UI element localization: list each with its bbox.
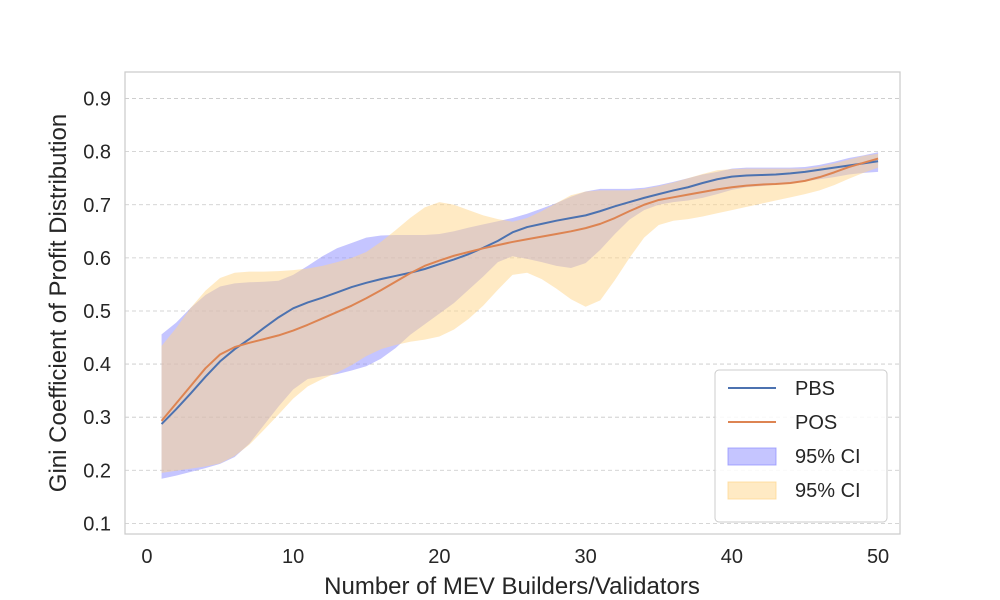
legend-label: POS bbox=[795, 412, 837, 434]
confidence-bands bbox=[161, 152, 879, 479]
y-tick-label: 0.6 bbox=[83, 248, 111, 270]
x-tick-label: 10 bbox=[282, 546, 304, 568]
plot-frame bbox=[124, 71, 901, 535]
x-tick-label: 0 bbox=[141, 546, 152, 568]
y-tick-label: 0.4 bbox=[83, 354, 111, 376]
legend-swatch-band bbox=[727, 481, 777, 500]
y-tick-label: 0.1 bbox=[83, 513, 111, 535]
legend-label: 95% CI bbox=[795, 480, 861, 502]
y-tick-label: 0.9 bbox=[83, 89, 111, 111]
x-axis-label: Number of MEV Builders/Validators bbox=[324, 573, 700, 600]
legend-label: 95% CI bbox=[795, 446, 861, 468]
legend-label: PBS bbox=[795, 378, 835, 400]
legend: PBS POS 95% CI 95% CI bbox=[714, 369, 888, 523]
x-tick-label: 30 bbox=[574, 546, 596, 568]
y-tick-label: 0.3 bbox=[83, 407, 111, 429]
x-tick-label: 50 bbox=[867, 546, 889, 568]
pbs-line bbox=[160, 160, 879, 425]
legend-swatch-band bbox=[727, 447, 777, 466]
pos-ci-band bbox=[161, 153, 879, 473]
pos-line bbox=[160, 157, 879, 422]
series-lines bbox=[160, 157, 879, 425]
x-tick-label: 20 bbox=[428, 546, 450, 568]
y-tick-label: 0.5 bbox=[83, 301, 111, 323]
x-tick-labels: 0 10 20 30 40 50 bbox=[141, 546, 889, 568]
y-tick-label: 0.2 bbox=[83, 460, 111, 482]
y-tick-label: 0.8 bbox=[83, 142, 111, 164]
y-tick-label: 0.7 bbox=[83, 195, 111, 217]
y-tick-labels: 0.1 0.2 0.3 0.4 0.5 0.6 0.7 0.8 0.9 bbox=[83, 89, 111, 536]
y-axis-label: Gini Coefficient of Profit Distribution bbox=[45, 114, 72, 492]
x-tick-label: 40 bbox=[721, 546, 743, 568]
